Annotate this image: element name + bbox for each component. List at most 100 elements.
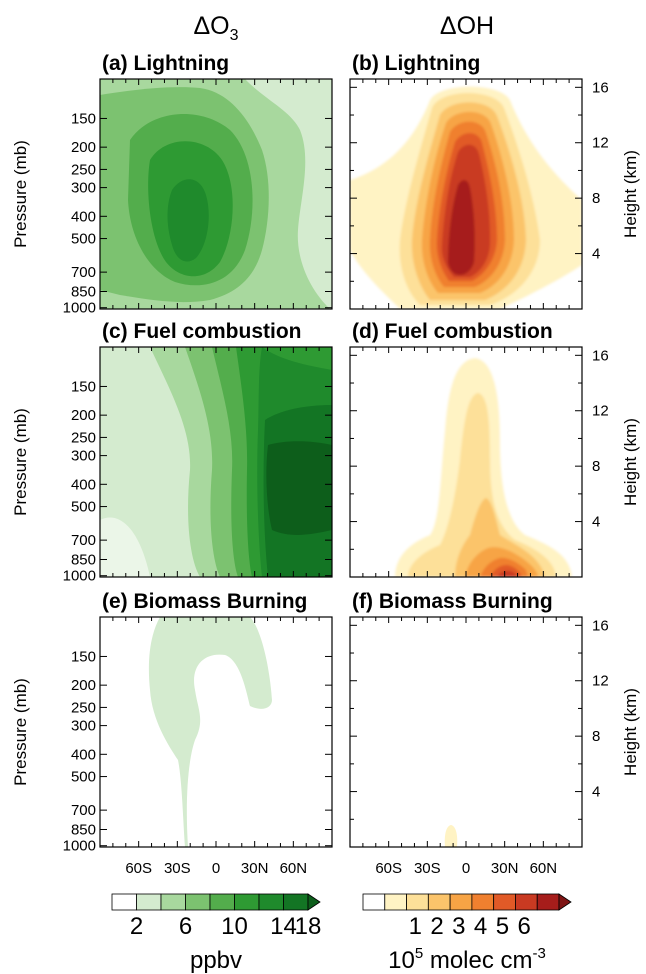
y-tick-label: 1000 xyxy=(63,300,96,317)
colorbar-tick-label: 5 xyxy=(496,913,509,940)
field-d-level-7 xyxy=(497,570,518,577)
panel-title-e: (e) Biomass Burning xyxy=(102,590,307,613)
colorbar-swatch xyxy=(234,893,260,911)
x-tick-label: 60N xyxy=(280,860,308,877)
panel-b-field xyxy=(350,79,582,309)
y-tick-label: 150 xyxy=(71,378,96,395)
field-c-level-0 xyxy=(100,517,150,577)
x-tick-label: 0 xyxy=(212,860,220,877)
panel-f-field xyxy=(350,617,582,847)
panel-a-field xyxy=(100,79,332,309)
colorbar-swatch xyxy=(258,893,284,911)
y2-tick-label: 16 xyxy=(592,617,609,634)
colorbar-tick-label: 4 xyxy=(474,913,487,940)
y-tick-label: 400 xyxy=(71,746,96,763)
panel-c-field xyxy=(100,347,332,577)
y-tick-label: 700 xyxy=(71,264,96,281)
panel-title-a: (a) Lightning xyxy=(102,52,229,75)
y-tick-label: 250 xyxy=(71,429,96,446)
colorbar-swatch xyxy=(136,893,162,911)
x-tick-label: 60S xyxy=(375,860,402,877)
y-axis-label: Pressure (mb) xyxy=(11,408,30,516)
y2-tick-label: 16 xyxy=(592,79,609,96)
colorbar-swatch xyxy=(362,893,386,911)
colorbar-label: 105 molec cm-3 xyxy=(388,945,546,974)
x-tick-label: 60S xyxy=(125,860,152,877)
y-tick-label: 1000 xyxy=(63,568,96,585)
y-tick-label: 700 xyxy=(71,802,96,819)
colorbar-swatch xyxy=(449,893,473,911)
y-tick-label: 200 xyxy=(71,407,96,424)
panel-title-d: (d) Fuel combustion xyxy=(352,320,553,343)
colorbar-swatch xyxy=(515,893,538,911)
y-axis-label: Pressure (mb) xyxy=(11,140,30,248)
colorbar-arrow xyxy=(307,893,321,911)
field-f-level-1 xyxy=(444,825,458,847)
y2-tick-label: 12 xyxy=(592,403,609,420)
col-title-o3: ΔO3 xyxy=(193,12,238,44)
colorbar-swatch xyxy=(536,893,560,911)
x-tick-label: 30S xyxy=(164,860,191,877)
y2-axis-label: Height (km) xyxy=(621,150,640,238)
panel-e-field xyxy=(100,617,332,847)
field-b-level-8 xyxy=(448,180,475,275)
y-tick-label: 500 xyxy=(71,499,96,516)
colorbar-swatch xyxy=(111,893,137,911)
y2-tick-label: 4 xyxy=(592,514,600,531)
panel-title-b: (b) Lightning xyxy=(352,52,480,75)
x-tick-label: 0 xyxy=(462,860,470,877)
panel-title-f: (f) Biomass Burning xyxy=(352,590,553,613)
colorbar-tick-label: 6 xyxy=(517,913,530,940)
y-tick-label: 700 xyxy=(71,532,96,549)
y2-tick-label: 8 xyxy=(592,458,600,475)
y-tick-label: 850 xyxy=(71,821,96,838)
colorbar-tick-label: 2 xyxy=(430,913,443,940)
colorbar-tick-label: 14 xyxy=(270,913,297,940)
field-d-level-2 xyxy=(408,393,556,577)
colorbar-swatch xyxy=(427,893,451,911)
y-tick-label: 850 xyxy=(71,283,96,300)
x-tick-label: 30S xyxy=(414,860,441,877)
y2-tick-label: 16 xyxy=(592,347,609,364)
y2-tick-label: 12 xyxy=(592,673,609,690)
colorbar-label: ppbv xyxy=(190,947,242,974)
col-title-oh: ΔOH xyxy=(440,12,494,40)
colorbar-tick-label: 3 xyxy=(452,913,465,940)
y-axis-label: Pressure (mb) xyxy=(11,678,30,786)
colorbar-swatch xyxy=(406,893,429,911)
y-tick-label: 500 xyxy=(71,231,96,248)
field-d-level-0 xyxy=(418,563,432,577)
y-tick-label: 250 xyxy=(71,161,96,178)
y-tick-label: 850 xyxy=(71,551,96,568)
y2-tick-label: 4 xyxy=(592,246,600,263)
y-tick-label: 200 xyxy=(71,677,96,694)
colorbar-tick-label: 1 xyxy=(409,913,422,940)
panel-title-c: (c) Fuel combustion xyxy=(102,320,302,343)
colorbar-arrow xyxy=(558,893,572,911)
colorbar-swatch xyxy=(471,893,495,911)
colorbar-swatch xyxy=(493,893,516,911)
y-tick-label: 200 xyxy=(71,139,96,156)
colorbar-swatch xyxy=(185,893,211,911)
y-tick-label: 500 xyxy=(71,769,96,786)
colorbar-swatch xyxy=(384,893,407,911)
panel-d-field xyxy=(350,347,582,577)
field-a-level-5 xyxy=(167,179,209,262)
y-tick-label: 1000 xyxy=(63,838,96,855)
colorbar-swatch xyxy=(160,893,186,911)
y-tick-label: 150 xyxy=(71,110,96,127)
field-e-level-1 xyxy=(148,617,272,847)
colorbar-swatch xyxy=(283,893,309,911)
y2-tick-label: 8 xyxy=(592,728,600,745)
y2-axis-label: Height (km) xyxy=(621,418,640,506)
y2-axis-label: Height (km) xyxy=(621,688,640,776)
x-tick-label: 60N xyxy=(530,860,558,877)
y-tick-label: 300 xyxy=(71,718,96,735)
field-c-level-7 xyxy=(266,441,332,535)
y2-tick-label: 4 xyxy=(592,784,600,801)
y-tick-label: 300 xyxy=(71,180,96,197)
colorbar-tick-label: 2 xyxy=(130,913,143,940)
y-tick-label: 400 xyxy=(71,476,96,493)
